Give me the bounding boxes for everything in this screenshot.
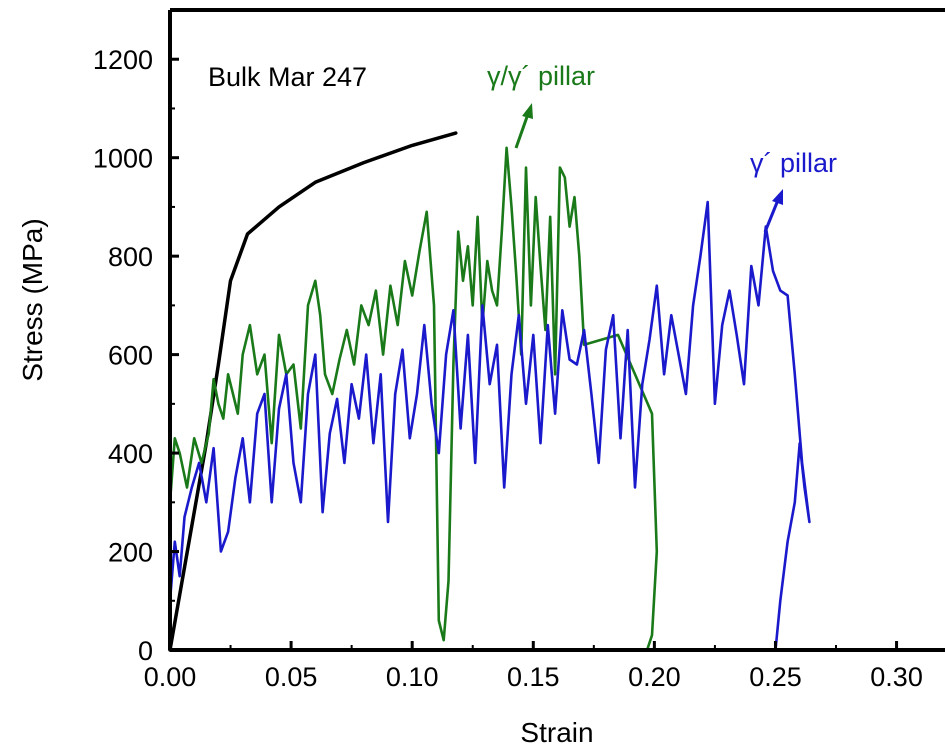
y-tick-label: 0	[138, 636, 153, 666]
x-tick-label: 0.25	[749, 662, 802, 692]
annotation-bulk-mar-247: Bulk Mar 247	[208, 62, 367, 92]
x-tick-label: 0.10	[386, 662, 439, 692]
annotation-gamma-prime-pillar: γ´ pillar	[750, 148, 837, 178]
series-layer	[168, 131, 811, 652]
x-tick-label: 0.15	[507, 662, 560, 692]
ticks-layer: 0.00 0.05 0.10 0.15 0.20 0.25 0.30 0 200 400 600 80…	[93, 45, 923, 692]
y-tick-label: 400	[108, 439, 153, 469]
x-tick-label: 0.20	[628, 662, 681, 692]
series-line-bulk-mar-247	[168, 131, 458, 652]
y-tick-label: 200	[108, 538, 153, 568]
x-tick-label: 0.30	[870, 662, 923, 692]
y-tick-label: 600	[108, 341, 153, 371]
plot-frame	[168, 8, 945, 652]
series-line-gamma-prime-pillar	[168, 200, 811, 652]
y-axis-title: Stress (MPa)	[17, 218, 48, 381]
plot-area-background	[170, 10, 945, 650]
y-tick-label: 1200	[93, 45, 153, 75]
y-tick-label: 800	[108, 242, 153, 272]
series-line-gamma-gamma-prime-pillar	[168, 146, 659, 652]
x-tick-label: 0.05	[265, 662, 318, 692]
x-axis-title: Strain	[520, 717, 593, 748]
annotation-arrow-blue	[763, 189, 783, 233]
annotation-gamma-gamma-prime-pillar: γ/γ´ pillar	[487, 61, 595, 91]
annotation-arrow-green	[514, 103, 533, 149]
y-tick-label: 1000	[93, 144, 153, 174]
x-tick-label: 0.00	[144, 662, 197, 692]
